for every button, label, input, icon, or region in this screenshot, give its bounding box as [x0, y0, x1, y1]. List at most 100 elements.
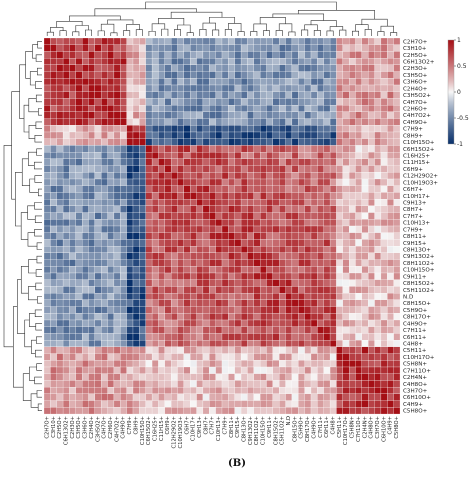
- heatmap-cell: [107, 118, 115, 126]
- heatmap-cell: [336, 393, 343, 401]
- heatmap-cell: [215, 44, 223, 52]
- heatmap-cell: [380, 400, 388, 408]
- heatmap-cell: [196, 353, 204, 361]
- heatmap-cell: [266, 393, 274, 401]
- heatmap-cell: [387, 185, 394, 193]
- heatmap-cell: [355, 44, 363, 52]
- heatmap-cell: [247, 111, 254, 119]
- heatmap-cell: [196, 259, 204, 267]
- heatmap-cell: [329, 259, 337, 267]
- heatmap-cell: [113, 71, 121, 79]
- heatmap-cell: [272, 246, 280, 253]
- heatmap-cell: [228, 360, 235, 368]
- heatmap-cell: [393, 319, 401, 327]
- heatmap-cell: [361, 279, 369, 287]
- heatmap-cell: [221, 299, 229, 307]
- heatmap-cell: [285, 380, 293, 388]
- heatmap-cell: [43, 212, 51, 220]
- heatmap-cell: [266, 178, 274, 186]
- row-label: C8H11O2+: [403, 261, 435, 267]
- heatmap-cell: [298, 205, 305, 213]
- heatmap-cell: [75, 239, 83, 247]
- dendrogram-branch: [35, 282, 42, 291]
- heatmap-cell: [132, 91, 140, 99]
- heatmap-cell: [183, 205, 191, 213]
- heatmap-cell: [374, 165, 382, 173]
- heatmap-cell: [266, 199, 274, 206]
- heatmap-cell: [266, 326, 274, 334]
- heatmap-cell: [221, 232, 229, 240]
- heatmap-cell: [75, 225, 83, 233]
- heatmap-cell: [50, 98, 57, 106]
- heatmap-cell: [368, 91, 375, 99]
- heatmap-cell: [247, 219, 254, 227]
- heatmap-cell: [164, 232, 172, 240]
- heatmap-cell: [101, 380, 108, 388]
- heatmap-cell: [43, 407, 51, 415]
- dendrogram-branch: [151, 23, 166, 32]
- column-label: C12H29O2+: [172, 416, 178, 448]
- heatmap-cell: [317, 299, 324, 307]
- heatmap-cell: [82, 131, 89, 139]
- heatmap-cell: [368, 125, 375, 133]
- heatmap-cell: [101, 138, 108, 146]
- heatmap-cell: [62, 279, 70, 287]
- column-label: C10H15O+: [261, 416, 267, 445]
- heatmap-cell: [196, 185, 204, 193]
- heatmap-cell: [329, 98, 337, 106]
- heatmap-cell: [132, 299, 140, 307]
- heatmap-cell: [260, 165, 267, 173]
- heatmap-cell: [196, 199, 204, 206]
- heatmap-cell: [62, 158, 70, 166]
- heatmap-cell: [139, 145, 146, 153]
- heatmap-cell: [355, 232, 363, 240]
- heatmap-cell: [387, 306, 394, 314]
- heatmap-cell: [215, 192, 223, 200]
- heatmap-cell: [387, 387, 394, 394]
- heatmap-cell: [56, 366, 64, 374]
- heatmap-cell: [75, 266, 83, 274]
- row-label: C9H13O2+: [403, 254, 435, 260]
- heatmap-cell: [183, 313, 191, 321]
- heatmap-cell: [240, 51, 248, 59]
- heatmap-cell: [260, 51, 267, 59]
- heatmap-cell: [247, 105, 254, 112]
- heatmap-cell: [361, 387, 369, 394]
- heatmap-cell: [132, 105, 140, 112]
- heatmap-cell: [304, 125, 312, 133]
- heatmap-cell: [120, 353, 127, 361]
- heatmap-cell: [310, 185, 318, 193]
- heatmap-cell: [323, 125, 331, 133]
- heatmap-cell: [171, 293, 178, 300]
- heatmap-cell: [120, 111, 127, 119]
- heatmap-cell: [393, 340, 401, 347]
- heatmap-cell: [43, 178, 51, 186]
- heatmap-cell: [120, 51, 127, 59]
- heatmap-cell: [139, 319, 146, 327]
- heatmap-cell: [349, 340, 356, 347]
- heatmap-cell: [374, 125, 382, 133]
- heatmap-cell: [56, 272, 64, 280]
- heatmap-cell: [164, 71, 172, 79]
- heatmap-cell: [190, 78, 197, 86]
- dendrogram-branch: [32, 44, 38, 59]
- heatmap-cell: [151, 91, 159, 99]
- heatmap-cell: [75, 212, 83, 220]
- heatmap-cell: [177, 299, 185, 307]
- heatmap-cell: [355, 64, 363, 72]
- heatmap-cell: [120, 407, 127, 415]
- heatmap-cell: [272, 192, 280, 200]
- heatmap-cell: [126, 373, 134, 381]
- heatmap-cell: [113, 373, 121, 381]
- heatmap-cell: [310, 306, 318, 314]
- heatmap-cell: [43, 118, 51, 126]
- heatmap-cell: [126, 44, 134, 52]
- heatmap-cell: [228, 91, 235, 99]
- heatmap-cell: [50, 51, 57, 59]
- heatmap-cell: [272, 266, 280, 274]
- heatmap-cell: [317, 373, 324, 381]
- heatmap-cell: [145, 91, 153, 99]
- heatmap-cell: [215, 91, 223, 99]
- dendrogram-branch: [56, 21, 83, 28]
- heatmap-cell: [139, 219, 146, 227]
